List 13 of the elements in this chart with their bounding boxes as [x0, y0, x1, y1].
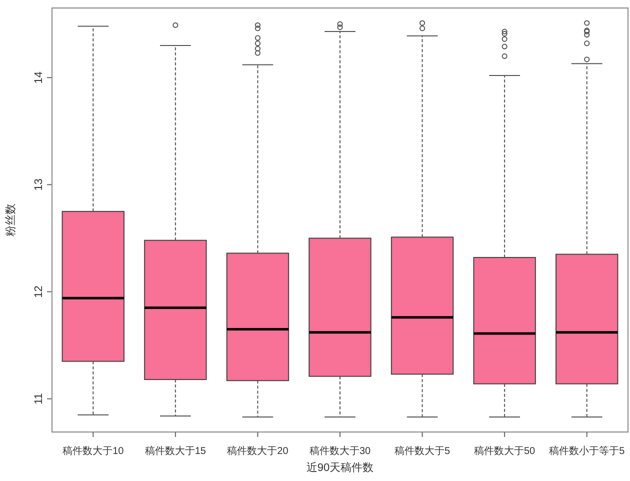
- x-tick-label: 稿件数大于30: [309, 445, 371, 457]
- y-tick-label: 14: [33, 71, 45, 84]
- y-tick-label: 13: [33, 178, 45, 191]
- x-tick-label: 稿件数大于15: [144, 445, 206, 457]
- x-tick-label: 稿件数大于10: [62, 445, 124, 457]
- x-tick-label: 稿件数大于50: [474, 445, 536, 457]
- x-tick-label: 稿件数大于20: [227, 445, 289, 457]
- x-tick-label: 稿件数大于5: [394, 445, 451, 457]
- y-tick-label: 11: [33, 393, 45, 405]
- x-tick-label: 稿件数小于等于5: [549, 445, 626, 457]
- x-axis-title: 近90天稿件数: [306, 461, 374, 474]
- y-axis-title: 粉丝数: [4, 204, 17, 236]
- y-tick-label: 12: [33, 286, 45, 298]
